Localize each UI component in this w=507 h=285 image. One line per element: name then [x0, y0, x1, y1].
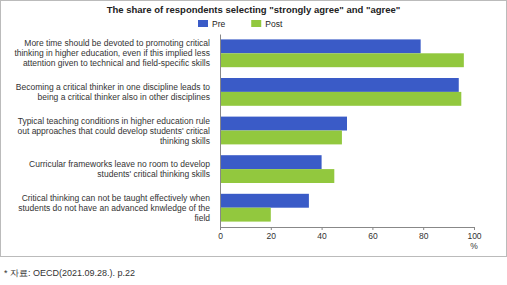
source-note: * 자료: OECD(2021.09.28.). p.22 [4, 268, 135, 278]
legend: Pre Post [198, 19, 283, 29]
category-label: Critical thinking can not be taught effe… [18, 193, 210, 223]
x-tick: 80 [419, 227, 429, 241]
y-axis-line [220, 35, 221, 228]
x-tick: 0 [218, 227, 223, 241]
legend-label: Post [265, 19, 283, 29]
bars [220, 39, 464, 221]
x-tick-label: 60 [368, 231, 378, 241]
category-label-line: being a critical thinker also in other d… [38, 92, 210, 102]
bar [220, 53, 464, 67]
bar [220, 92, 461, 106]
x-tick-mark [372, 227, 373, 230]
x-tick-mark [423, 227, 424, 230]
category-label-line: attention given to technical and field-s… [23, 58, 210, 68]
category-label-line: Critical thinking can not be taught effe… [22, 193, 211, 203]
category-label-line: out approaches that could develop studen… [17, 126, 210, 136]
y-tick: Typical teaching conditions in higher ed… [17, 116, 220, 146]
x-tick-label: 80 [419, 231, 429, 241]
category-label-line: students' critical thinking skills [97, 169, 210, 179]
category-label-line: thinking in higher education, even if th… [14, 48, 210, 58]
bar [220, 39, 421, 53]
x-tick: 20 [267, 227, 277, 241]
x-tick-mark [474, 227, 475, 230]
x-axis-title: % [470, 241, 478, 251]
bar [220, 117, 347, 131]
bar [220, 78, 459, 92]
bar [220, 155, 322, 169]
x-tick-mark [322, 227, 323, 230]
chart-frame [1, 1, 507, 257]
x-tick: 40 [317, 227, 327, 241]
category-label-line: Curricular frameworks leave no room to d… [29, 159, 210, 169]
category-label-line: field [194, 213, 210, 223]
x-axis-line [221, 228, 475, 231]
category-label: Curricular frameworks leave no room to d… [29, 159, 210, 179]
legend-swatch [198, 20, 208, 27]
y-tick: Critical thinking can not be taught effe… [18, 193, 220, 223]
x-tick-label: 100 [467, 231, 481, 241]
bar [220, 169, 334, 183]
legend-swatch [251, 20, 261, 27]
bar-series [220, 53, 464, 221]
category-label: Becoming a critical thinker in one disci… [16, 82, 210, 102]
y-tick: Becoming a critical thinker in one disci… [16, 82, 220, 102]
chart-title: The share of respondents selecting "stro… [107, 4, 401, 15]
x-tick-label: 40 [317, 231, 327, 241]
category-label-line: More time should be devoted to promoting… [24, 38, 210, 48]
x-axis: 0 20 40 60 80 100 [218, 227, 482, 241]
bar [220, 208, 271, 222]
y-tick: Curricular frameworks leave no room to d… [29, 159, 220, 179]
x-tick-label: 20 [267, 231, 277, 241]
category-label: Typical teaching conditions in higher ed… [17, 116, 210, 146]
category-label-line: students do not have an advanced knwledg… [18, 203, 210, 213]
legend-item: Pre [198, 19, 226, 29]
bar [220, 131, 342, 145]
legend-item: Post [251, 19, 283, 29]
y-axis: More time should be devoted to promoting… [14, 35, 220, 228]
category-label-line: Typical teaching conditions in higher ed… [18, 116, 211, 126]
category-label: More time should be devoted to promoting… [14, 38, 210, 68]
legend-label: Pre [212, 19, 226, 29]
y-tick: More time should be devoted to promoting… [14, 38, 220, 68]
x-tick-mark [271, 227, 272, 230]
x-tick: 100 [467, 227, 481, 241]
category-label-line: Becoming a critical thinker in one disci… [16, 82, 210, 92]
x-tick-label: 0 [218, 231, 223, 241]
category-label-line: thinking skills [160, 136, 210, 146]
x-tick: 60 [368, 227, 378, 241]
bar [220, 194, 309, 208]
